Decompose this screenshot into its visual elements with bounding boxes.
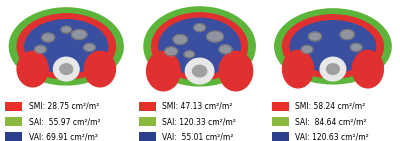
Ellipse shape <box>84 43 95 51</box>
Text: VAI: 120.63 cm²/m²: VAI: 120.63 cm²/m² <box>296 132 369 141</box>
Ellipse shape <box>185 58 214 84</box>
Ellipse shape <box>326 64 339 74</box>
Ellipse shape <box>165 47 178 56</box>
Ellipse shape <box>60 64 73 74</box>
Ellipse shape <box>54 57 79 81</box>
Ellipse shape <box>219 51 253 91</box>
Ellipse shape <box>25 20 108 73</box>
Ellipse shape <box>290 21 376 72</box>
Ellipse shape <box>308 32 321 41</box>
FancyBboxPatch shape <box>139 102 156 111</box>
Text: SAI:  55.97 cm²/m²: SAI: 55.97 cm²/m² <box>29 117 100 126</box>
Text: VAI:  55.01 cm²/m²: VAI: 55.01 cm²/m² <box>162 132 234 141</box>
FancyBboxPatch shape <box>272 117 289 126</box>
Ellipse shape <box>9 8 123 85</box>
Ellipse shape <box>350 43 362 51</box>
FancyBboxPatch shape <box>272 132 289 141</box>
Ellipse shape <box>84 51 116 87</box>
Ellipse shape <box>192 65 207 77</box>
Ellipse shape <box>17 51 48 87</box>
Ellipse shape <box>152 13 248 80</box>
Ellipse shape <box>17 14 116 79</box>
Text: SMI: 58.24 cm²/m²: SMI: 58.24 cm²/m² <box>296 102 366 111</box>
Text: SAI: 120.33 cm²/m²: SAI: 120.33 cm²/m² <box>162 117 236 126</box>
Text: B: B <box>140 4 148 14</box>
Ellipse shape <box>219 45 232 54</box>
FancyBboxPatch shape <box>6 102 22 111</box>
Ellipse shape <box>34 45 46 53</box>
Ellipse shape <box>42 33 55 42</box>
Text: A: A <box>7 4 14 14</box>
Ellipse shape <box>194 24 206 32</box>
Ellipse shape <box>352 50 383 88</box>
Ellipse shape <box>207 31 224 42</box>
FancyBboxPatch shape <box>6 132 22 141</box>
FancyBboxPatch shape <box>139 117 156 126</box>
Ellipse shape <box>72 30 87 39</box>
Ellipse shape <box>159 18 240 74</box>
Ellipse shape <box>282 15 383 78</box>
Text: SMI: 28.75 cm²/m²: SMI: 28.75 cm²/m² <box>29 102 99 111</box>
Ellipse shape <box>184 51 194 58</box>
Ellipse shape <box>144 7 255 86</box>
Ellipse shape <box>320 57 346 81</box>
FancyBboxPatch shape <box>272 102 289 111</box>
Text: SMI: 47.13 cm²/m²: SMI: 47.13 cm²/m² <box>162 102 232 111</box>
Ellipse shape <box>340 30 354 39</box>
Ellipse shape <box>282 50 314 88</box>
Text: SAI:  84.64 cm²/m²: SAI: 84.64 cm²/m² <box>296 117 367 126</box>
Ellipse shape <box>146 51 180 91</box>
Text: VAI: 69.91 cm²/m²: VAI: 69.91 cm²/m² <box>29 132 98 141</box>
Ellipse shape <box>301 45 313 53</box>
FancyBboxPatch shape <box>139 132 156 141</box>
Text: C: C <box>274 4 281 14</box>
Ellipse shape <box>173 35 187 44</box>
Ellipse shape <box>275 9 391 84</box>
FancyBboxPatch shape <box>6 117 22 126</box>
Ellipse shape <box>61 26 72 33</box>
